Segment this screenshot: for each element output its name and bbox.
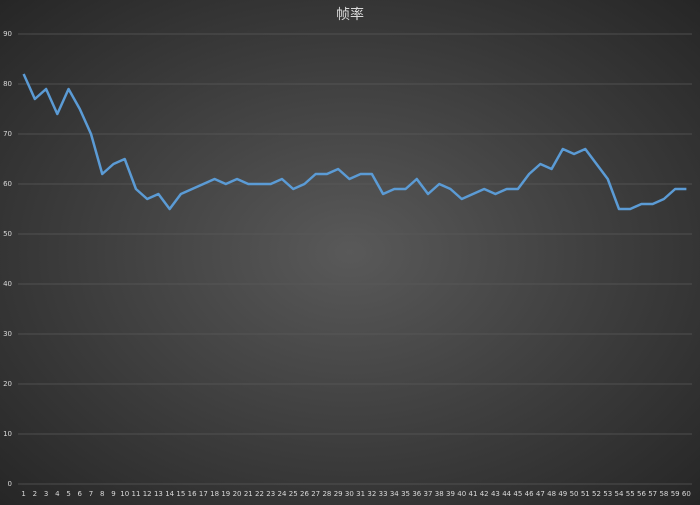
y-tick-label: 90 (3, 30, 12, 38)
x-tick-label: 27 (311, 490, 320, 498)
y-tick-label: 80 (3, 80, 12, 88)
x-tick-label: 58 (659, 490, 668, 498)
y-tick-label: 40 (3, 280, 12, 288)
x-tick-label: 26 (300, 490, 309, 498)
x-tick-label: 18 (210, 490, 219, 498)
x-tick-label: 12 (143, 490, 152, 498)
x-tick-label: 49 (558, 490, 567, 498)
x-tick-label: 50 (570, 490, 579, 498)
chart-title: 帧率 (336, 6, 364, 23)
x-tick-label: 54 (615, 490, 624, 498)
x-tick-label: 32 (367, 490, 376, 498)
x-tick-label: 20 (233, 490, 242, 498)
x-tick-label: 45 (513, 490, 522, 498)
x-tick-label: 22 (255, 490, 264, 498)
x-tick-label: 30 (345, 490, 354, 498)
x-tick-label: 28 (322, 490, 331, 498)
x-tick-label: 2 (33, 490, 37, 498)
x-tick-label: 57 (648, 490, 657, 498)
x-tick-label: 55 (626, 490, 635, 498)
x-tick-label: 23 (266, 490, 275, 498)
x-tick-label: 38 (435, 490, 444, 498)
x-tick-label: 37 (424, 490, 433, 498)
x-tick-label: 3 (44, 490, 48, 498)
x-tick-label: 17 (199, 490, 208, 498)
x-tick-label: 43 (491, 490, 500, 498)
x-tick-label: 53 (603, 490, 612, 498)
x-tick-label: 19 (221, 490, 230, 498)
x-tick-label: 44 (502, 490, 511, 498)
x-tick-label: 59 (671, 490, 680, 498)
y-tick-label: 20 (3, 380, 12, 388)
x-tick-label: 60 (682, 490, 691, 498)
x-tick-label: 10 (120, 490, 129, 498)
y-tick-label: 60 (3, 180, 12, 188)
x-tick-label: 24 (278, 490, 287, 498)
x-tick-label: 36 (412, 490, 421, 498)
x-tick-label: 4 (55, 490, 60, 498)
x-tick-label: 51 (581, 490, 590, 498)
x-tick-label: 21 (244, 490, 253, 498)
x-tick-label: 5 (66, 490, 70, 498)
x-tick-label: 40 (457, 490, 466, 498)
x-tick-label: 16 (188, 490, 197, 498)
y-tick-label: 50 (3, 230, 12, 238)
y-tick-label: 70 (3, 130, 12, 138)
x-tick-label: 11 (131, 490, 140, 498)
x-tick-label: 9 (111, 490, 115, 498)
x-tick-label: 35 (401, 490, 410, 498)
x-tick-label: 34 (390, 490, 399, 498)
x-tick-label: 7 (89, 490, 93, 498)
x-tick-label: 15 (176, 490, 185, 498)
x-tick-label: 13 (154, 490, 163, 498)
x-tick-label: 48 (547, 490, 556, 498)
x-tick-label: 39 (446, 490, 455, 498)
data-line (22, 73, 687, 211)
y-tick-label: 30 (3, 330, 12, 338)
x-tick-label: 14 (165, 490, 174, 498)
x-tick-label: 31 (356, 490, 365, 498)
x-tick-label: 25 (289, 490, 298, 498)
x-tick-label: 47 (536, 490, 545, 498)
x-tick-label: 8 (100, 490, 104, 498)
x-tick-label: 41 (468, 490, 477, 498)
x-tick-label: 1 (21, 490, 25, 498)
x-tick-label: 29 (334, 490, 343, 498)
x-tick-label: 56 (637, 490, 646, 498)
y-tick-label: 0 (8, 480, 12, 488)
x-tick-label: 6 (78, 490, 83, 498)
x-tick-label: 33 (379, 490, 388, 498)
y-tick-label: 10 (3, 430, 12, 438)
x-tick-label: 46 (525, 490, 534, 498)
x-tick-label: 42 (480, 490, 489, 498)
x-tick-label: 52 (592, 490, 601, 498)
